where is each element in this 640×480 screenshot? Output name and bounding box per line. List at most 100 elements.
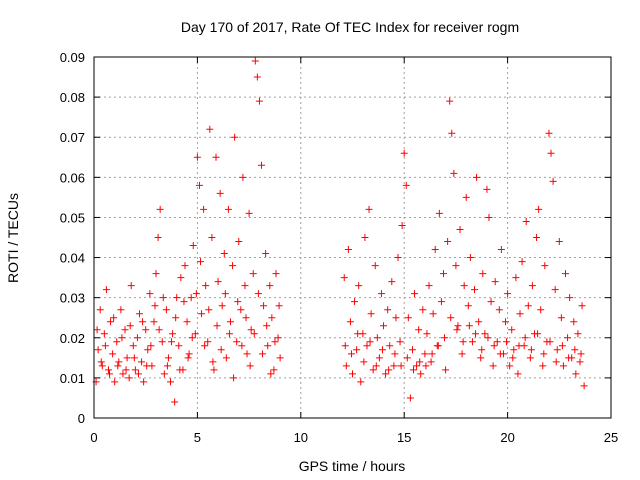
data-point — [119, 370, 127, 378]
data-point — [402, 181, 410, 189]
data-point — [169, 330, 177, 338]
data-point — [259, 350, 267, 358]
data-point — [515, 342, 523, 350]
data-point — [175, 342, 183, 350]
data-point — [562, 270, 570, 278]
data-point — [242, 314, 250, 322]
data-point — [527, 346, 535, 354]
data-point — [546, 338, 554, 346]
data-point — [218, 302, 226, 310]
data-point — [466, 254, 474, 262]
data-point — [222, 354, 230, 362]
y-tick-label: 0 — [78, 411, 85, 426]
data-point — [254, 290, 262, 298]
data-point — [129, 342, 137, 350]
data-point — [496, 350, 504, 358]
data-point — [134, 370, 142, 378]
data-point — [341, 342, 349, 350]
data-point — [138, 358, 146, 366]
data-points — [92, 57, 588, 406]
data-point — [396, 338, 404, 346]
data-point — [416, 358, 424, 366]
data-point — [243, 350, 251, 358]
data-point — [156, 205, 164, 213]
data-point — [361, 234, 369, 241]
data-point — [235, 238, 243, 246]
data-point — [213, 322, 221, 330]
data-point — [146, 290, 154, 298]
data-point — [574, 330, 582, 338]
data-point — [435, 209, 443, 217]
data-point — [465, 322, 473, 330]
data-point — [110, 314, 118, 322]
data-point — [267, 370, 275, 378]
data-point — [564, 334, 572, 342]
data-point — [391, 350, 399, 358]
data-point — [180, 298, 188, 306]
data-point — [98, 362, 106, 370]
data-point — [184, 354, 192, 362]
y-tick-label: 0.09 — [60, 50, 85, 65]
data-point — [537, 306, 545, 314]
y-tick-label: 0.07 — [60, 130, 85, 145]
data-point — [572, 370, 580, 378]
data-point — [150, 318, 158, 326]
data-point — [473, 173, 481, 181]
data-point — [540, 350, 548, 358]
data-point — [514, 370, 522, 378]
data-point — [176, 366, 184, 374]
data-point — [187, 294, 195, 302]
data-point — [354, 330, 362, 338]
data-point — [173, 294, 181, 302]
data-point — [483, 185, 491, 193]
data-point — [479, 270, 487, 278]
x-tick-label: 0 — [90, 430, 97, 445]
data-point — [502, 318, 510, 326]
x-tick-label: 15 — [397, 430, 411, 445]
data-point — [512, 274, 520, 282]
data-point — [139, 318, 147, 326]
data-point — [427, 358, 435, 366]
x-tick-label: 25 — [604, 430, 618, 445]
data-point — [375, 354, 383, 362]
data-point — [151, 302, 159, 310]
data-point — [559, 362, 567, 370]
data-point — [344, 246, 352, 254]
data-point — [570, 318, 578, 326]
data-point — [493, 338, 501, 346]
data-point — [419, 306, 427, 314]
data-point — [541, 262, 549, 270]
data-point — [144, 346, 152, 354]
data-point — [545, 129, 553, 137]
data-point — [406, 394, 414, 402]
data-point — [185, 350, 193, 358]
data-point — [386, 342, 394, 350]
data-point — [506, 362, 514, 370]
data-point — [533, 234, 541, 241]
data-point — [276, 354, 284, 362]
data-point — [522, 217, 530, 225]
data-point — [371, 262, 379, 270]
data-point — [452, 262, 460, 270]
data-point — [580, 382, 588, 390]
data-point — [201, 342, 209, 350]
data-point — [168, 338, 176, 346]
data-point — [167, 378, 175, 386]
data-point — [249, 270, 257, 278]
data-point — [490, 342, 498, 350]
data-point — [417, 370, 425, 378]
data-point — [347, 350, 355, 358]
data-point — [268, 314, 276, 322]
data-point — [353, 346, 361, 354]
data-point — [394, 254, 402, 262]
plot-frame — [93, 56, 612, 419]
data-point — [385, 366, 393, 374]
data-point — [140, 378, 148, 386]
data-point — [262, 250, 270, 258]
data-point — [214, 278, 222, 286]
data-point — [270, 366, 278, 374]
data-point — [431, 246, 439, 254]
data-point — [535, 205, 543, 213]
data-point — [384, 306, 392, 314]
